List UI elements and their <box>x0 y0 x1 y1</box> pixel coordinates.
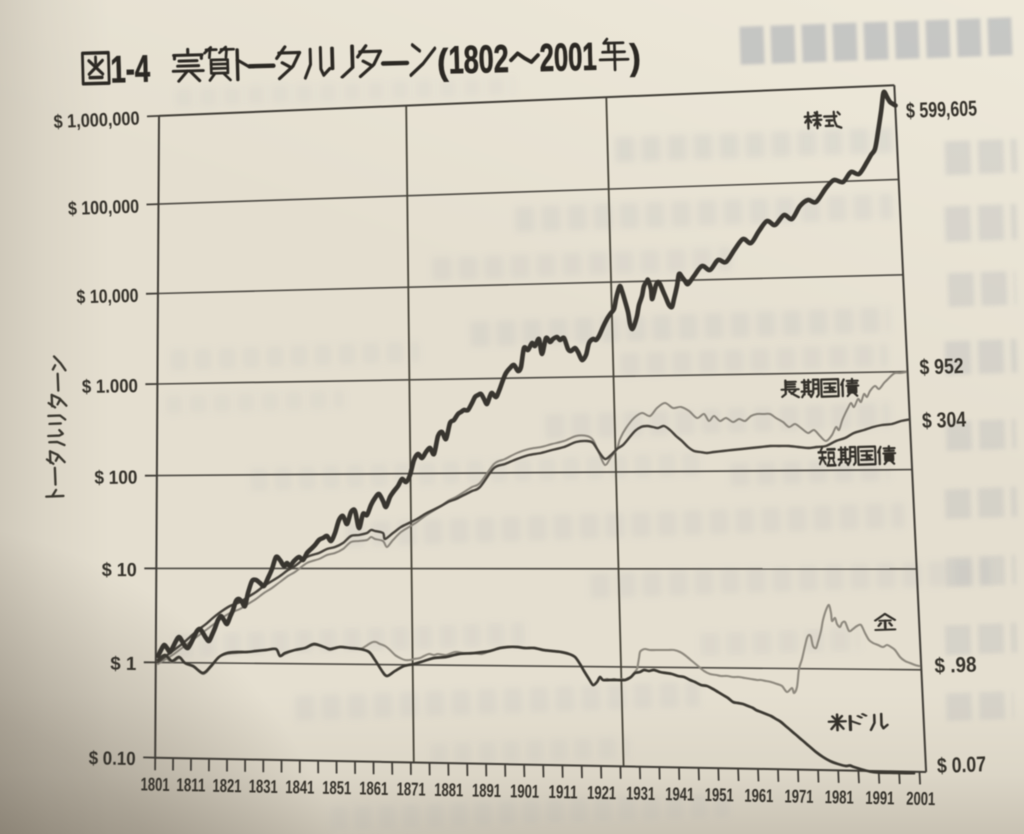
svg-text:$ 952: $ 952 <box>919 354 964 380</box>
svg-text:$ 10,000: $ 10,000 <box>76 286 139 309</box>
svg-text:$ 1,000,000: $ 1,000,000 <box>53 109 140 134</box>
svg-text:1881: 1881 <box>434 779 463 801</box>
svg-text:$ 100: $ 100 <box>94 468 137 489</box>
svg-text:1991: 1991 <box>865 787 894 809</box>
svg-text:$ 100,000: $ 100,000 <box>68 197 140 220</box>
svg-text:2001: 2001 <box>539 36 597 80</box>
svg-text:$ 599,605: $ 599,605 <box>906 96 978 123</box>
svg-text:(: ( <box>437 41 449 82</box>
svg-text:$ 0.10: $ 0.10 <box>88 748 135 770</box>
svg-text:): ) <box>629 36 641 77</box>
svg-text:1-4: 1-4 <box>110 48 150 91</box>
svg-text:1802: 1802 <box>448 38 509 83</box>
svg-text:1821: 1821 <box>212 775 241 797</box>
svg-text:1981: 1981 <box>825 786 854 808</box>
svg-text:1841: 1841 <box>285 776 314 798</box>
svg-text:1891: 1891 <box>472 780 501 802</box>
svg-text:$ 1.000: $ 1.000 <box>82 376 138 398</box>
svg-text:1931: 1931 <box>626 782 655 804</box>
svg-text:1861: 1861 <box>359 777 388 799</box>
svg-text:1851: 1851 <box>322 777 351 799</box>
svg-text:1911: 1911 <box>548 781 577 803</box>
svg-text:1871: 1871 <box>396 778 425 800</box>
svg-text:1971: 1971 <box>784 785 813 807</box>
svg-text:1811: 1811 <box>176 774 205 796</box>
svg-text:1921: 1921 <box>587 782 616 804</box>
svg-text:2001: 2001 <box>906 788 935 810</box>
svg-text:1961: 1961 <box>744 785 773 807</box>
svg-text:1831: 1831 <box>249 775 278 797</box>
svg-text:1951: 1951 <box>705 784 734 806</box>
svg-text:1801: 1801 <box>140 773 169 795</box>
svg-text:$ 304: $ 304 <box>922 407 967 433</box>
svg-text:1901: 1901 <box>510 780 539 802</box>
svg-text:$ 0.07: $ 0.07 <box>937 752 987 778</box>
svg-text:$ .98: $ .98 <box>934 652 977 678</box>
svg-text:1941: 1941 <box>665 783 694 805</box>
svg-text:$ 1: $ 1 <box>110 654 137 675</box>
svg-text:$ 10: $ 10 <box>102 560 137 581</box>
